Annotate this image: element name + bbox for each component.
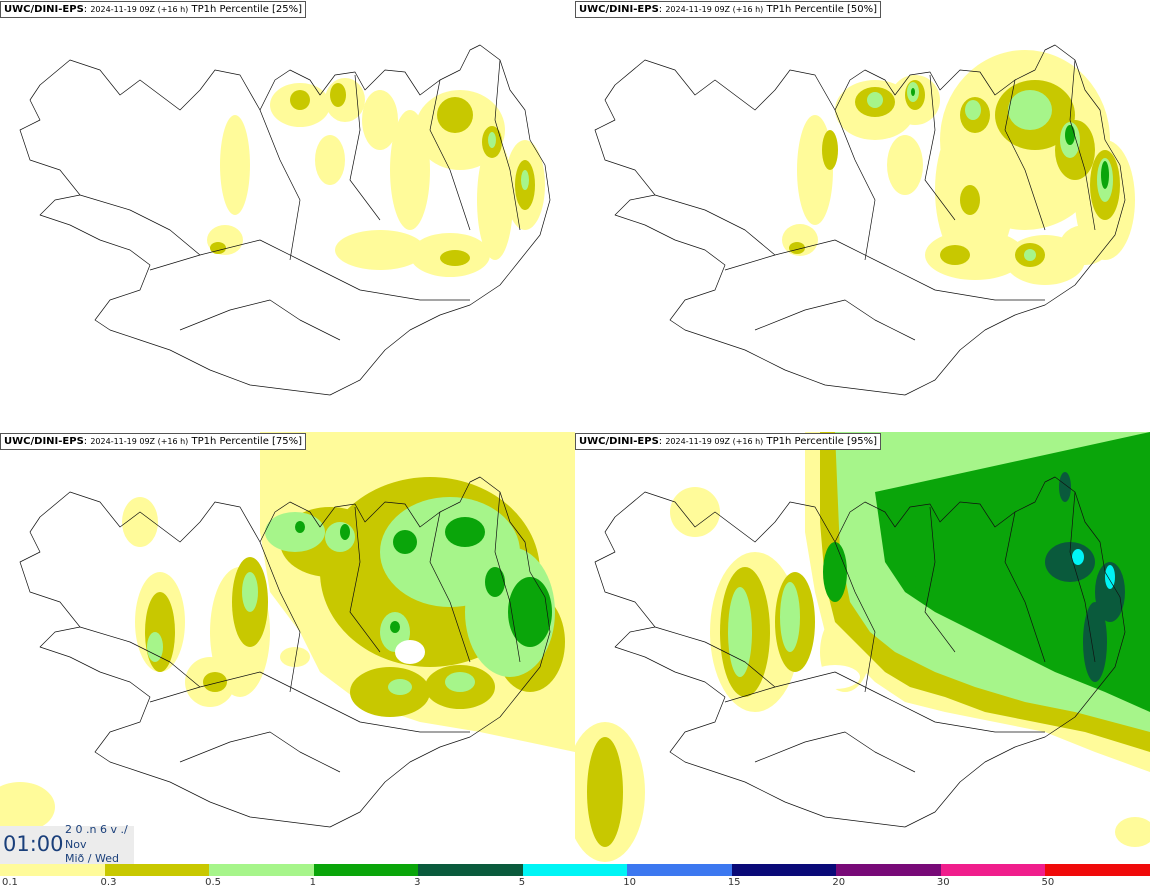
legend-label: 20 — [832, 877, 846, 888]
valid-time: 01:00 — [3, 832, 64, 856]
legend-label: 1 — [309, 877, 316, 888]
panel-title-p95: UWC/DINI-EPS: 2024-11-19 09Z (+16 h) TP1… — [575, 433, 882, 450]
legend-swatch — [418, 864, 523, 876]
legend-swatch — [0, 864, 105, 876]
valid-month: Nov — [65, 838, 87, 851]
precip-map-p25 — [19, 44, 551, 396]
color-legend: 0.1 0.3 0.5 1 3 5 10 15 20 30 50 — [0, 864, 1150, 891]
legend-label: 0.1 — [2, 877, 18, 888]
legend-label: 15 — [727, 877, 741, 888]
legend-label: 30 — [936, 877, 950, 888]
valid-date-line: 2 0 .n 6 v ./ — [65, 823, 128, 836]
map-panel-p75: UWC/DINI-EPS: 2024-11-19 09Z (+16 h) TP1… — [0, 432, 575, 864]
precip-map-p50 — [594, 44, 1135, 396]
legend-swatch — [1045, 864, 1150, 876]
legend-label: 50 — [1041, 877, 1055, 888]
map-panel-p50: UWC/DINI-EPS: 2024-11-19 09Z (+16 h) TP1… — [575, 0, 1150, 432]
legend-label: 0.3 — [100, 877, 117, 888]
precip-map-p75 — [0, 432, 575, 832]
legend-label: 0.5 — [205, 877, 221, 888]
legend-swatch — [313, 864, 419, 876]
map-panel-p95: UWC/DINI-EPS: 2024-11-19 09Z (+16 h) TP1… — [575, 432, 1150, 864]
valid-time-box: 01:00 2 0 .n 6 v ./ Nov Mið / Wed — [0, 823, 134, 864]
map-panel-p25: UWC/DINI-EPS: 2024-11-19 09Z (+16 h) TP1… — [0, 0, 575, 432]
legend-label: 10 — [623, 877, 636, 888]
legend-swatch — [836, 864, 941, 876]
panel-title-p50: UWC/DINI-EPS: 2024-11-19 09Z (+16 h) TP1… — [575, 1, 882, 18]
legend-label: 3 — [414, 877, 421, 888]
panel-title-p75: UWC/DINI-EPS: 2024-11-19 09Z (+16 h) TP1… — [0, 433, 307, 450]
precip-map-p95 — [575, 432, 1150, 862]
valid-weekday: Mið / Wed — [65, 852, 119, 863]
legend-swatch — [104, 864, 210, 876]
legend-swatch — [522, 864, 628, 876]
legend-label: 5 — [518, 877, 526, 888]
legend-color-bar — [0, 864, 1150, 876]
legend-swatch — [731, 864, 837, 876]
panel-title-p25: UWC/DINI-EPS: 2024-11-19 09Z (+16 h) TP1… — [0, 1, 307, 18]
legend-swatch — [627, 864, 732, 876]
legend-swatch — [209, 864, 314, 876]
legend-swatch — [940, 864, 1046, 876]
